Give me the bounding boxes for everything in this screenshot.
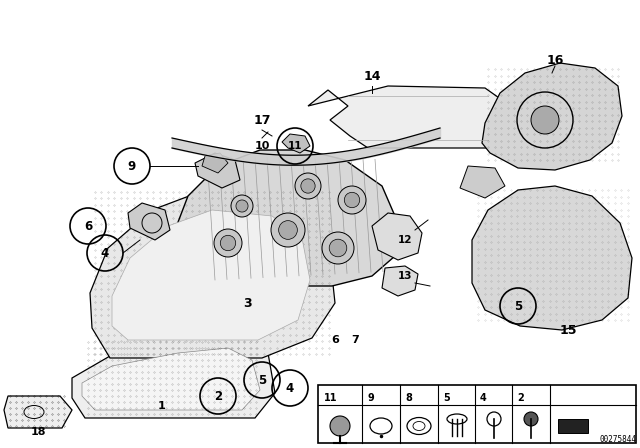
Circle shape (295, 173, 321, 199)
Text: 9: 9 (368, 393, 375, 403)
Polygon shape (372, 213, 422, 260)
Text: 5: 5 (258, 374, 266, 387)
Text: 7: 7 (351, 335, 359, 345)
Bar (558, 419, 588, 433)
Text: 14: 14 (364, 69, 381, 82)
Text: 10: 10 (254, 141, 269, 151)
Polygon shape (90, 188, 335, 358)
Polygon shape (482, 63, 622, 170)
Circle shape (524, 412, 538, 426)
Polygon shape (4, 396, 72, 428)
Polygon shape (472, 186, 632, 330)
Polygon shape (128, 203, 170, 240)
Text: 4: 4 (101, 246, 109, 259)
Text: 4: 4 (480, 393, 487, 403)
Polygon shape (202, 153, 228, 173)
Text: 15: 15 (559, 323, 577, 336)
Text: 13: 13 (397, 271, 412, 281)
Polygon shape (460, 166, 505, 198)
Circle shape (271, 213, 305, 247)
Polygon shape (112, 210, 310, 340)
Text: 1: 1 (158, 401, 166, 411)
Text: 2: 2 (517, 393, 524, 403)
Text: 8: 8 (405, 393, 412, 403)
Circle shape (322, 232, 354, 264)
Text: 3: 3 (244, 297, 252, 310)
Text: 00275844: 00275844 (599, 435, 636, 444)
Text: 6: 6 (331, 335, 339, 345)
Circle shape (344, 192, 360, 208)
Circle shape (278, 221, 298, 239)
Circle shape (301, 179, 315, 193)
Circle shape (231, 195, 253, 217)
Polygon shape (382, 266, 418, 296)
Text: 16: 16 (547, 53, 564, 66)
Text: 4: 4 (286, 382, 294, 395)
Polygon shape (72, 338, 275, 418)
Text: 11: 11 (324, 393, 337, 403)
Circle shape (531, 106, 559, 134)
Bar (318, 385, 636, 443)
Circle shape (236, 200, 248, 212)
Text: 2: 2 (214, 389, 222, 402)
Circle shape (338, 186, 366, 214)
Text: 5: 5 (514, 300, 522, 313)
Text: 5: 5 (443, 393, 450, 403)
Text: 11: 11 (288, 141, 302, 151)
Circle shape (329, 239, 347, 257)
Text: 18: 18 (30, 427, 45, 437)
Polygon shape (175, 150, 398, 286)
Text: 17: 17 (253, 113, 271, 126)
Circle shape (330, 416, 350, 436)
Text: 12: 12 (397, 235, 412, 245)
Polygon shape (308, 86, 508, 148)
Circle shape (220, 235, 236, 251)
Polygon shape (282, 134, 310, 153)
Polygon shape (82, 348, 260, 410)
Text: 6: 6 (84, 220, 92, 233)
Circle shape (214, 229, 242, 257)
Polygon shape (195, 153, 240, 188)
Text: 9: 9 (128, 159, 136, 172)
